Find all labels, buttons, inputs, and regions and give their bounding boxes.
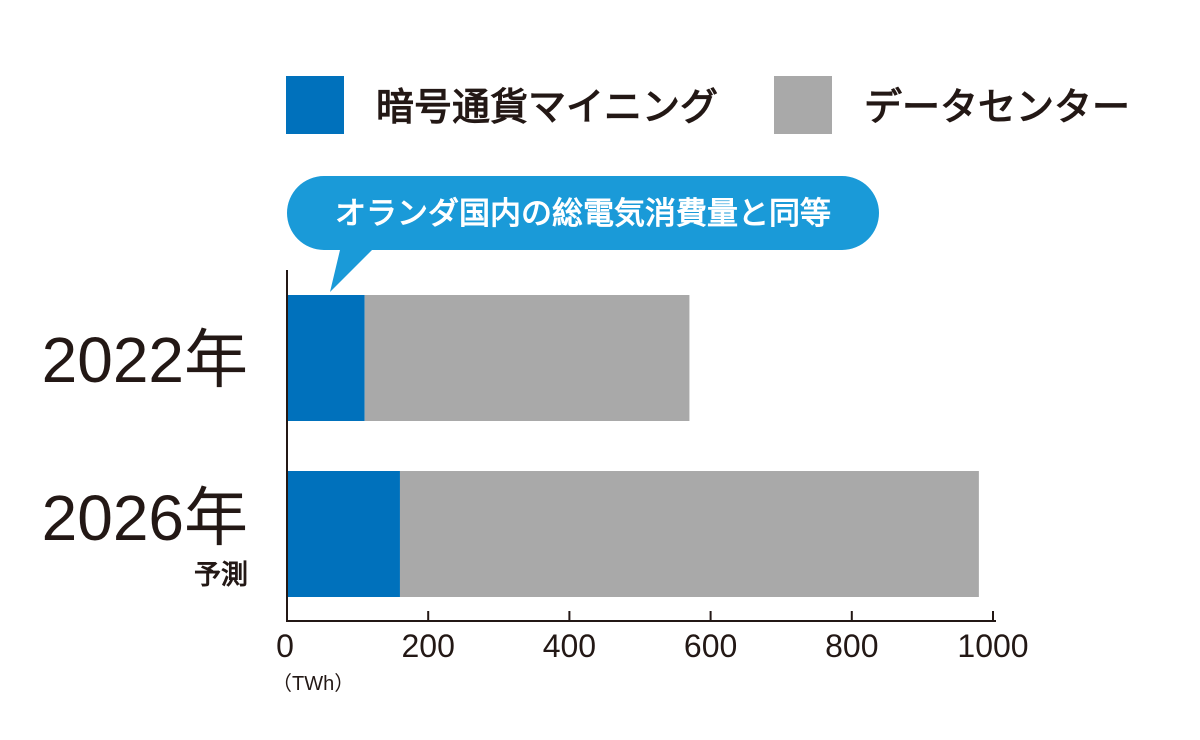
x-axis-ticks: 0 200 400 600 800 1000 bbox=[276, 611, 1029, 664]
x-tick-label-400: 400 bbox=[543, 628, 596, 664]
x-tick-label-0: 0 bbox=[276, 628, 294, 664]
x-axis-unit: （TWh） bbox=[272, 672, 354, 695]
legend: 暗号通貨マイニング データセンター bbox=[286, 76, 1130, 134]
legend-label-data-center: データセンター bbox=[864, 85, 1130, 129]
callout-text: オランダ国内の総電気消費量と同等 bbox=[335, 196, 831, 232]
legend-label-crypto-mining: 暗号通貨マイニング bbox=[376, 85, 718, 129]
bar-2026-data-center bbox=[399, 471, 979, 597]
category-note-forecast: 予測 bbox=[194, 560, 248, 591]
bar-2022-crypto-mining bbox=[287, 295, 365, 421]
bar-group bbox=[287, 295, 979, 597]
x-tick-label-800: 800 bbox=[825, 628, 878, 664]
legend-swatch-crypto-mining bbox=[286, 76, 344, 134]
category-label-2026: 2026年 bbox=[42, 482, 248, 554]
annotation-callout: オランダ国内の総電気消費量と同等 bbox=[287, 176, 879, 292]
x-tick-label-1000: 1000 bbox=[957, 628, 1028, 664]
x-tick-label-200: 200 bbox=[402, 628, 455, 664]
bar-2022-data-center bbox=[364, 295, 690, 421]
callout-bubble bbox=[287, 176, 879, 292]
axes: 0 200 400 600 800 1000 （TWh） bbox=[272, 270, 1029, 695]
bar-2026-crypto-mining bbox=[287, 471, 400, 597]
legend-swatch-data-center bbox=[774, 76, 832, 134]
x-tick-label-600: 600 bbox=[684, 628, 737, 664]
category-label-2022: 2022年 bbox=[42, 324, 248, 396]
category-labels: 2022年 2026年 予測 bbox=[42, 324, 248, 591]
